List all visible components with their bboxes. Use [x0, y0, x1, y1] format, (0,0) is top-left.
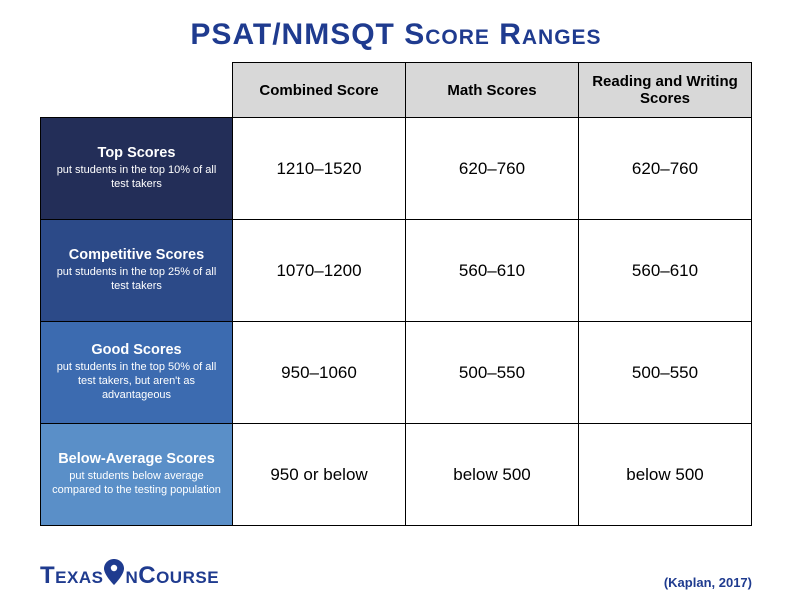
- data-cell: 950–1060: [233, 322, 406, 424]
- column-header: Combined Score: [233, 63, 406, 118]
- table-row: Top Scores put students in the top 10% o…: [41, 118, 752, 220]
- data-cell: 560–610: [406, 220, 579, 322]
- logo-text: n: [125, 562, 138, 590]
- data-cell: 950 or below: [233, 424, 406, 526]
- logo: TexasnCourse: [40, 557, 219, 590]
- row-header: Good Scores put students in the top 50% …: [41, 322, 233, 424]
- column-header: Reading and Writing Scores: [579, 63, 752, 118]
- data-cell: 560–610: [579, 220, 752, 322]
- column-header: Math Scores: [406, 63, 579, 118]
- row-title: Below-Average Scores: [51, 451, 222, 467]
- row-subtitle: put students below average compared to t…: [51, 470, 222, 498]
- data-cell: 500–550: [579, 322, 752, 424]
- source-citation: (Kaplan, 2017): [664, 575, 752, 590]
- row-subtitle: put students in the top 50% of all test …: [51, 361, 222, 402]
- table-row: Below-Average Scores put students below …: [41, 424, 752, 526]
- row-title: Good Scores: [51, 342, 222, 358]
- map-pin-icon: [104, 559, 124, 592]
- row-header: Top Scores put students in the top 10% o…: [41, 118, 233, 220]
- data-cell: 1210–1520: [233, 118, 406, 220]
- logo-text: Texas: [40, 562, 103, 590]
- row-subtitle: put students in the top 25% of all test …: [51, 266, 222, 294]
- score-table: Combined Score Math Scores Reading and W…: [40, 62, 752, 526]
- data-cell: 620–760: [579, 118, 752, 220]
- data-cell: 500–550: [406, 322, 579, 424]
- row-header: Below-Average Scores put students below …: [41, 424, 233, 526]
- page-title: PSAT/NMSQT Score Ranges: [40, 18, 752, 52]
- table-row: Good Scores put students in the top 50% …: [41, 322, 752, 424]
- data-cell: below 500: [579, 424, 752, 526]
- data-cell: below 500: [406, 424, 579, 526]
- row-title: Competitive Scores: [51, 247, 222, 263]
- table-row: Competitive Scores put students in the t…: [41, 220, 752, 322]
- row-header: Competitive Scores put students in the t…: [41, 220, 233, 322]
- data-cell: 1070–1200: [233, 220, 406, 322]
- logo-text: Course: [138, 562, 219, 590]
- data-cell: 620–760: [406, 118, 579, 220]
- row-subtitle: put students in the top 10% of all test …: [51, 164, 222, 192]
- row-title: Top Scores: [51, 145, 222, 161]
